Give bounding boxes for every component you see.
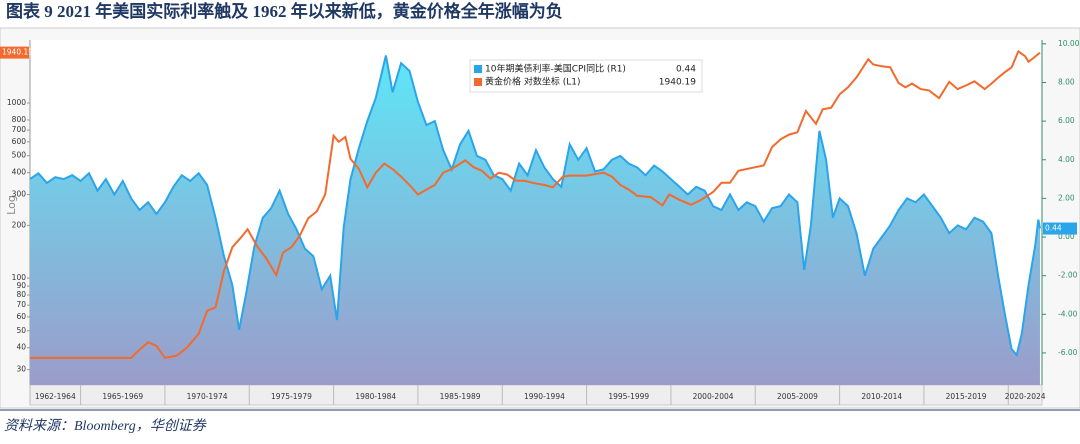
- last-value-label: 0.44: [1045, 224, 1062, 233]
- x-tick-label: 2015-2019: [946, 392, 987, 401]
- x-tick-label: 1985-1989: [440, 392, 481, 401]
- y-tick-label: 300: [12, 190, 27, 199]
- x-tick-label: 1980-1984: [355, 392, 396, 401]
- legend-swatch: [474, 65, 482, 73]
- y-tick-label: 500: [12, 151, 27, 160]
- y-tick-label: 50: [16, 326, 26, 335]
- y-tick-label: 80: [16, 290, 26, 299]
- y-tick-label: 30: [16, 365, 26, 374]
- last-value-tag: [1043, 222, 1077, 235]
- y-tick-label: 400: [12, 168, 27, 177]
- last-value-label: 1940.19: [2, 48, 33, 57]
- legend-label: 黄金价格 对数坐标 (L1): [485, 76, 581, 88]
- y-tick-label: 90: [16, 281, 26, 290]
- y-axis-label: Log: [5, 195, 18, 215]
- x-tick-label: 2000-2004: [693, 392, 734, 401]
- y-tick-label: 700: [12, 125, 27, 134]
- source: 资料来源：Bloomberg，华创证券: [4, 418, 207, 434]
- x-tick-label: 1962-1964: [35, 392, 76, 401]
- x-tick-label: 1970-1974: [187, 392, 228, 401]
- legend-swatch: [474, 78, 482, 86]
- y2-tick-label: 6.00: [1058, 116, 1075, 125]
- chart-title: 图表 9 2021 年美国实际利率触及 1962 年以来新低，黄金价格全年涨幅为…: [6, 1, 563, 21]
- y-tick-label: 800: [12, 115, 27, 124]
- y2-tick-label: 8.00: [1058, 77, 1075, 86]
- x-tick-label: 2005-2009: [777, 392, 818, 401]
- legend: [469, 59, 703, 93]
- x-tick-label: 1975-1979: [271, 392, 312, 401]
- y-tick-label: 1000: [7, 98, 26, 107]
- y2-tick-label: 2.00: [1058, 193, 1075, 202]
- y2-tick-label: -4.00: [1058, 309, 1078, 318]
- line: [30, 49, 1041, 360]
- legend-value: 0.44: [676, 65, 696, 75]
- last-value-tag: [0, 46, 29, 59]
- area: [30, 55, 1040, 385]
- x-tick-label: 1990-1994: [524, 392, 565, 401]
- legend-value: 1940.19: [659, 78, 696, 88]
- x-tick-label: 2010-2014: [861, 392, 902, 401]
- y2-tick-label: 4.00: [1058, 155, 1075, 164]
- y-tick-label: 100: [12, 273, 27, 282]
- y-tick-label: 70: [16, 300, 26, 309]
- x-tick-label: 2020-2024: [1005, 392, 1046, 401]
- y-tick-label: 40: [16, 343, 26, 352]
- y2-tick-label: -2.00: [1058, 271, 1078, 280]
- x-tick-label: 1965-1969: [102, 392, 143, 401]
- y-tick-label: 600: [12, 137, 27, 146]
- line: [29, 55, 1041, 358]
- legend-label: 10年期美债利率-美国CPI同比 (R1): [485, 63, 626, 75]
- y-tick-label: 200: [12, 220, 27, 229]
- x-tick-label: 1995-1999: [608, 392, 649, 401]
- y2-tick-label: -6.00: [1058, 348, 1078, 357]
- y-tick-label: 60: [16, 312, 26, 321]
- y2-tick-label: 0.00: [1058, 232, 1075, 241]
- y2-tick-label: 10.00: [1058, 39, 1080, 48]
